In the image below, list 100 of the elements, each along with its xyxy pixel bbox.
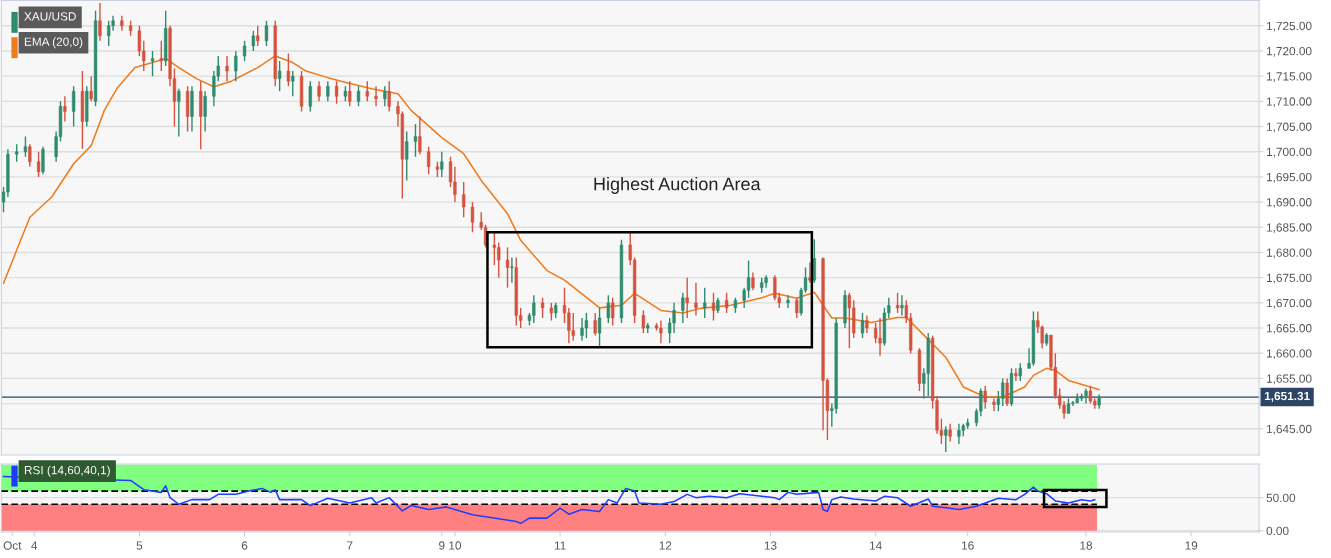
candlestick <box>492 231 497 266</box>
candlestick <box>387 80 391 113</box>
x-tick-label: 14 <box>869 541 882 550</box>
candlestick <box>225 55 229 82</box>
candlestick <box>36 151 41 178</box>
candlestick <box>413 123 418 158</box>
candlestick <box>685 276 689 319</box>
candlestick <box>374 85 378 108</box>
x-tick-label: 18 <box>1080 541 1093 550</box>
candlestick <box>264 20 269 47</box>
candlestick <box>89 75 93 103</box>
legend-label: EMA (20,0) <box>24 37 83 49</box>
candlestick <box>365 80 369 103</box>
x-tick-label: 6 <box>241 541 248 550</box>
x-tick-label: Oct <box>3 541 22 550</box>
y-tick-label: 1,695.00 <box>1266 172 1312 183</box>
candlestick <box>808 261 812 284</box>
candlestick <box>694 281 698 317</box>
y-tick-label: 1,705.00 <box>1266 122 1312 133</box>
candlestick <box>326 80 330 103</box>
x-tick-label: 16 <box>962 541 974 550</box>
candlestick <box>580 317 584 342</box>
candlestick <box>72 85 76 128</box>
candlestick <box>286 52 291 87</box>
candlestick <box>725 292 729 314</box>
y-tick-label: 50.00 <box>1266 493 1296 503</box>
x-tick-label: 4 <box>31 541 38 550</box>
candlestick <box>256 25 260 47</box>
candlestick <box>983 385 987 410</box>
candlestick <box>711 292 716 322</box>
candlestick <box>597 307 602 348</box>
candlestick <box>107 20 111 47</box>
x-tick-label: 19 <box>1185 541 1198 550</box>
candlestick <box>681 292 685 324</box>
candlestick <box>470 201 475 234</box>
y-tick-label: 1,685.00 <box>1266 223 1312 234</box>
candlestick <box>878 317 882 357</box>
candlestick <box>159 40 163 72</box>
candlestick <box>317 80 321 103</box>
candlestick <box>291 70 295 97</box>
candlestick <box>593 312 597 337</box>
ref-line-label: 1,651.31 <box>1264 391 1310 402</box>
candlestick <box>944 425 948 453</box>
x-tick-label: 7 <box>347 541 353 550</box>
legend-label: XAU/USD <box>24 11 76 21</box>
x-tick-label: 5 <box>136 541 143 550</box>
candlestick <box>505 246 510 289</box>
x-tick-label: 9 <box>439 541 445 550</box>
candlestick <box>611 297 615 327</box>
candlestick <box>234 50 238 82</box>
candlestick <box>440 151 444 178</box>
candlestick <box>334 80 339 105</box>
y-tick-label: 1,690.00 <box>1266 198 1312 208</box>
candlestick <box>571 312 575 342</box>
candlestick <box>641 309 646 334</box>
candlestick <box>63 95 67 123</box>
candlestick <box>812 238 816 284</box>
candlestick <box>405 130 409 182</box>
x-tick-label: 13 <box>764 541 777 550</box>
y-tick-label: 1,670.00 <box>1266 298 1312 309</box>
candlestick <box>957 423 961 445</box>
candlestick <box>786 294 790 309</box>
candlestick <box>98 2 102 42</box>
y-tick-label: 1,655.00 <box>1266 374 1312 385</box>
y-tick-label: 1,675.00 <box>1266 273 1312 284</box>
candlestick <box>703 287 707 319</box>
x-tick-label: 11 <box>554 541 566 550</box>
candlestick <box>773 274 777 302</box>
y-tick-label: 1,700.00 <box>1266 147 1312 158</box>
candlestick <box>426 145 431 176</box>
y-tick-label: 1,720.00 <box>1266 46 1312 57</box>
x-tick-label: 12 <box>659 541 672 550</box>
candlestick <box>356 85 361 108</box>
candlestick <box>23 135 28 158</box>
candlestick <box>383 85 387 108</box>
candlestick <box>900 294 904 317</box>
candlestick <box>203 90 207 133</box>
candlestick <box>177 88 181 138</box>
candlestick <box>277 60 282 92</box>
candlestick <box>150 50 155 77</box>
candlestick <box>659 319 663 344</box>
candlestick <box>895 292 900 314</box>
y-tick-label: 1,715.00 <box>1266 72 1312 82</box>
candlestick <box>860 312 865 339</box>
candlestick <box>606 294 610 324</box>
candlestick <box>418 115 422 155</box>
candlestick <box>251 30 255 52</box>
candlestick <box>540 297 545 319</box>
candlestick <box>308 80 312 113</box>
candlestick <box>41 145 45 176</box>
y-tick-label: 1,725.00 <box>1266 21 1312 32</box>
candlestick <box>992 397 996 412</box>
annotation: Highest Auction Area <box>594 177 761 194</box>
candlestick <box>1005 377 1009 407</box>
candlestick <box>672 302 676 334</box>
candlestick <box>795 297 799 319</box>
y-tick-label: 1,660.00 <box>1266 349 1312 360</box>
candlestick <box>28 143 32 168</box>
candlestick <box>242 40 247 62</box>
x-tick-label: 10 <box>449 541 462 550</box>
